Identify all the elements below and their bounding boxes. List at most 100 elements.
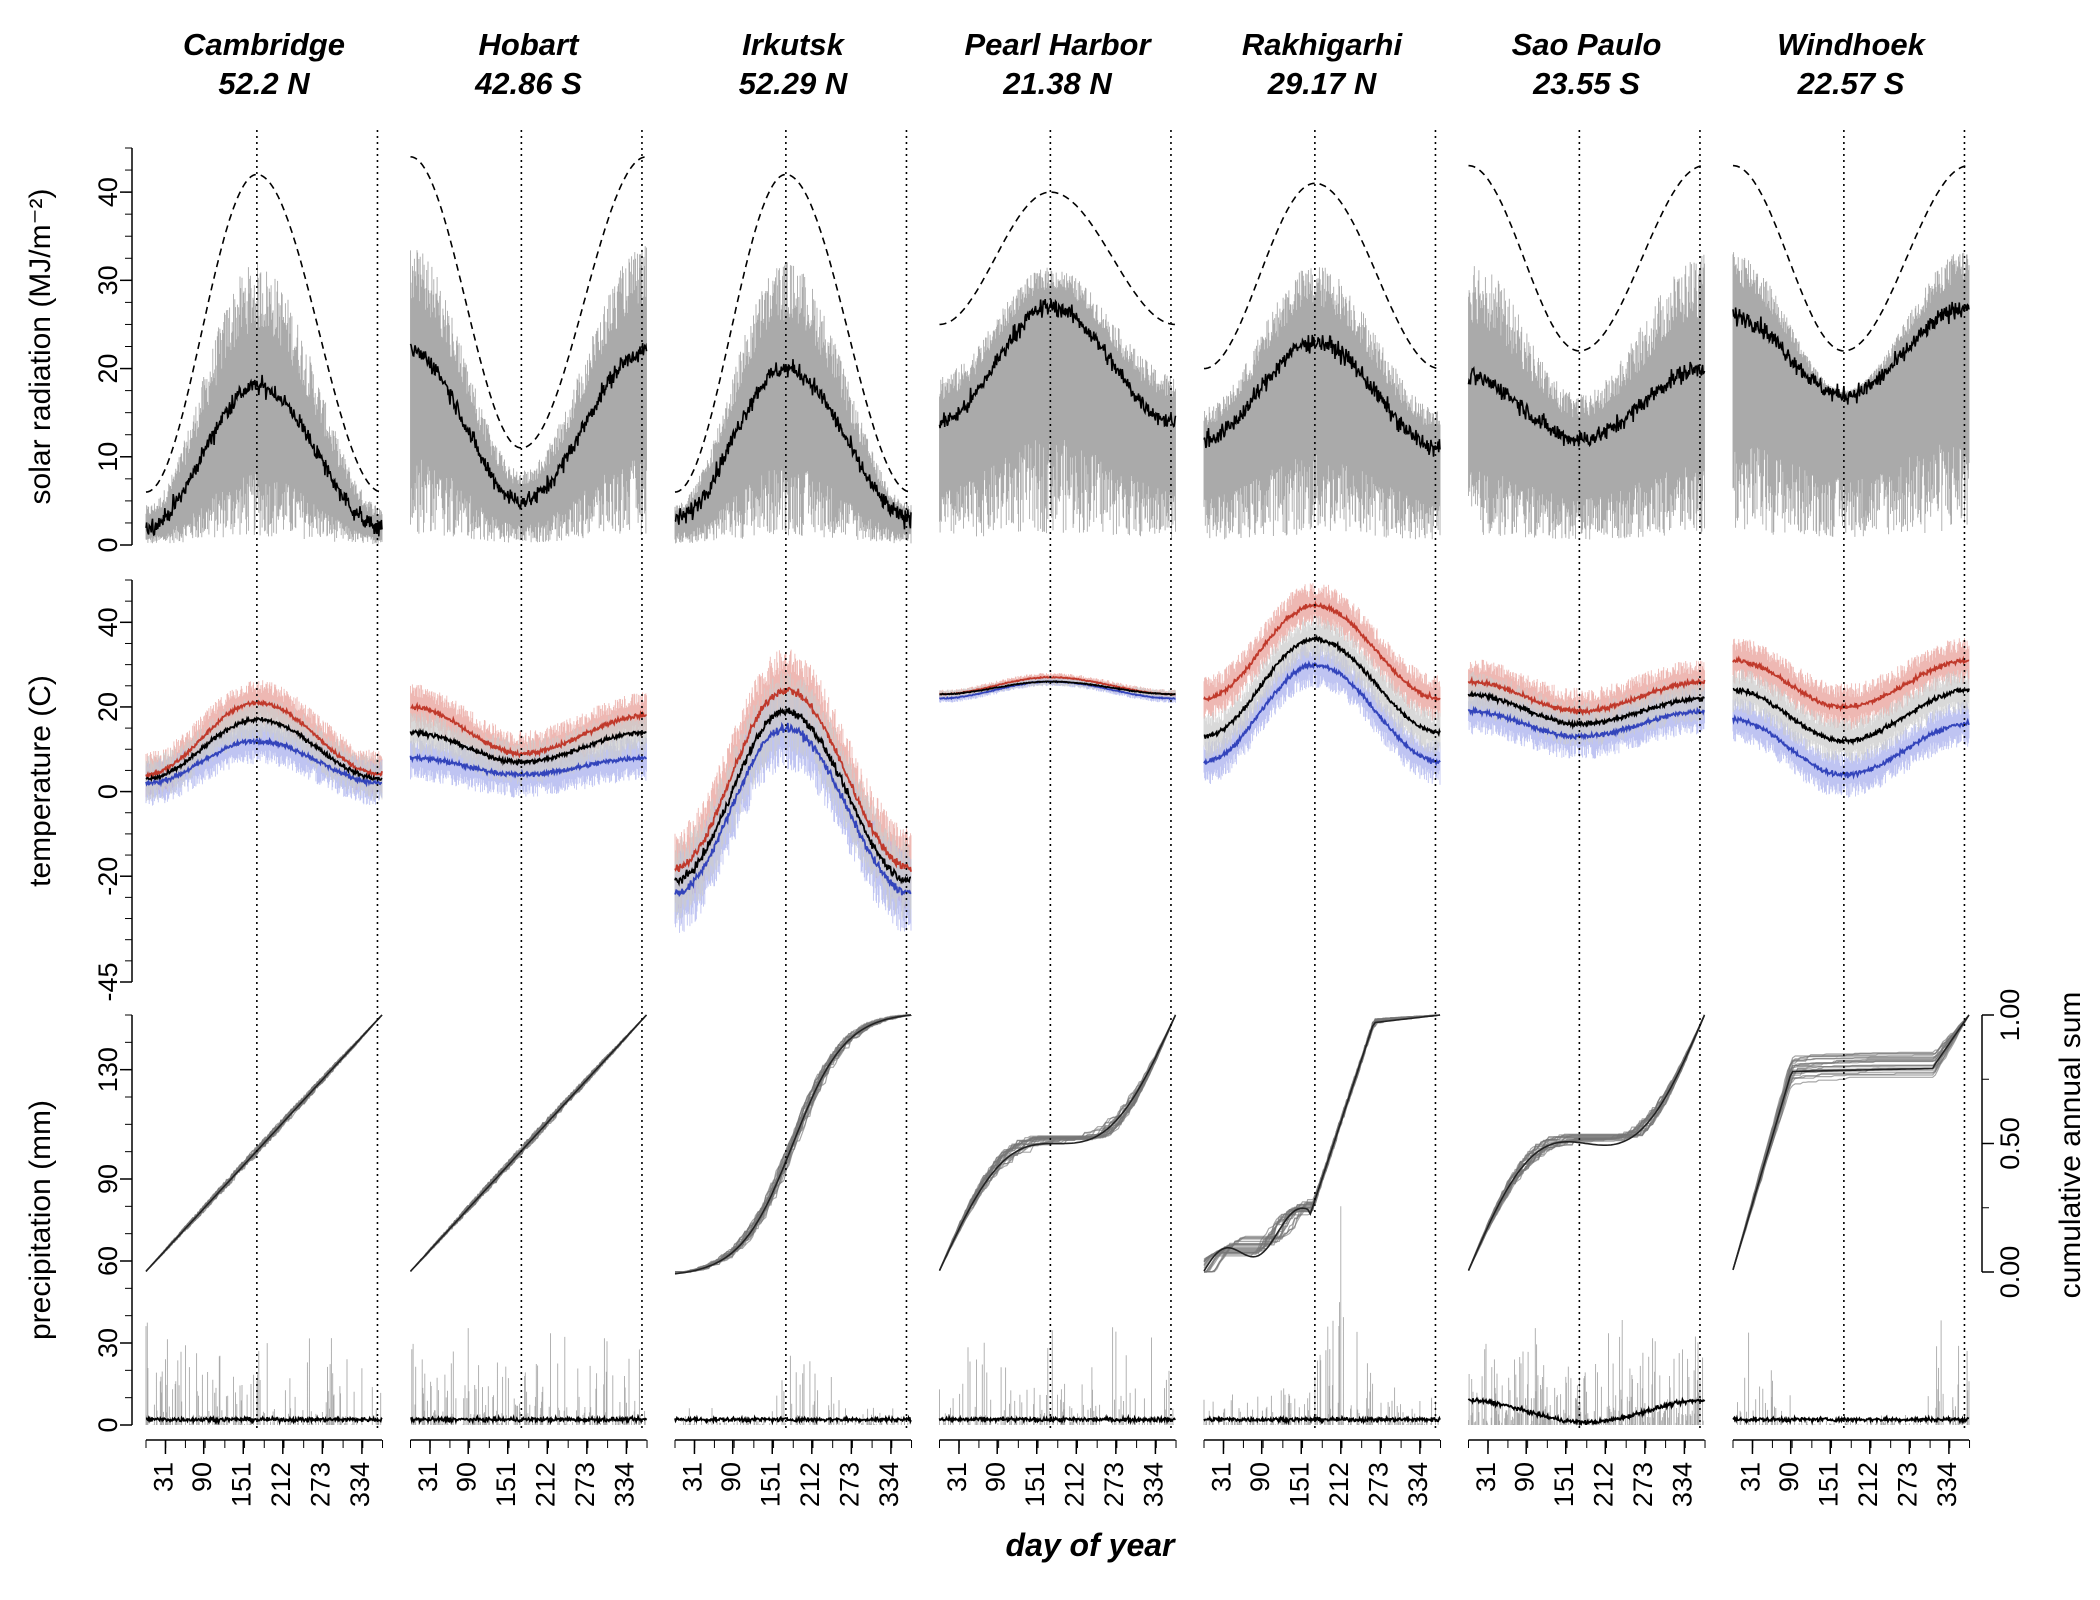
cumulative-year-line [1204, 1014, 1441, 1273]
x-tick-label: 273 [305, 1462, 335, 1507]
x-tick-label: 212 [1853, 1462, 1883, 1507]
cumulative-year-line [1203, 1014, 1441, 1273]
station-title: Irkutsk [742, 27, 845, 62]
tmax-line [674, 686, 912, 872]
cumulative-year-line [675, 1014, 911, 1273]
cumulative-mean-line [409, 1014, 648, 1272]
cumulative-mean-line [938, 1014, 1177, 1271]
cumulative-year-line [1203, 1014, 1441, 1271]
station-column: 31 90 151 212 273 334 [1467, 130, 1706, 1507]
precip-daily-bars [145, 1322, 382, 1425]
cumulative-mean-line [1203, 1014, 1441, 1272]
precip-daily-bars [1737, 1320, 1970, 1425]
station-column: 31 90 151 212 273 334 [409, 130, 648, 1507]
cumulative-mean-line [1467, 1014, 1706, 1271]
precip-mean-line [1203, 1414, 1441, 1426]
x-tick-label: 334 [1668, 1462, 1698, 1507]
cumulative-year-line [1203, 1014, 1441, 1273]
y-tick-label: 20 [93, 692, 123, 722]
cumulative-year-line [1467, 1014, 1706, 1271]
clear-sky-line [939, 191, 1175, 326]
solar-range-band [674, 262, 912, 544]
station-column: 31 90 151 212 273 334 [674, 130, 913, 1507]
cumulative-year-line [1203, 1014, 1441, 1263]
x-tick-label: 212 [530, 1462, 560, 1507]
cumulative-year-line [1732, 1014, 1970, 1271]
tmin-line [1732, 714, 1970, 780]
tmin-line [674, 721, 912, 898]
clear-sky-line [1732, 164, 1969, 352]
station-column: 31 90 151 212 273 334 [145, 130, 384, 1507]
x-tick-label: 31 [413, 1462, 443, 1492]
y-tick-label: 0 [93, 784, 123, 799]
tmean-line [1203, 634, 1441, 739]
y-axis-label: precipitation (mm) [24, 1100, 57, 1340]
x-tick-label: 334 [1139, 1462, 1169, 1507]
solar-range-band [410, 246, 647, 543]
x-tick-label: 90 [1245, 1462, 1275, 1492]
x-tick-label: 334 [874, 1462, 904, 1507]
panels: Cambridge 52.2 N Hobart 42.86 S Irkutsk 52.29… [24, 27, 2087, 1507]
cumulative-year-line [1203, 1014, 1441, 1273]
station-column: 31 90 151 212 273 334 [938, 130, 1177, 1507]
cumulative-mean-line [145, 1014, 383, 1272]
x-tick-label: 151 [226, 1462, 256, 1507]
x-tick-label: 151 [755, 1462, 785, 1507]
cumulative-year-line [1203, 1014, 1441, 1273]
station-latitude: 52.2 N [218, 66, 310, 101]
precip-daily-bars [1468, 1320, 1704, 1425]
y-right-tick-label: 0.50 [1995, 1117, 2025, 1170]
solar-range-band [1203, 267, 1441, 540]
solar-mean-line [938, 298, 1177, 429]
cumulative-year-line [1467, 1014, 1706, 1271]
x-tick-label: 212 [1324, 1462, 1354, 1507]
tmin-line [409, 753, 648, 779]
precip-mean-line [410, 1413, 648, 1426]
x-tick-label: 31 [942, 1462, 972, 1492]
cumulative-year-line [1467, 1014, 1706, 1271]
tmean-line [1732, 686, 1970, 746]
y-tick-label: 130 [93, 1047, 123, 1092]
cumulative-year-line [938, 1014, 1177, 1271]
tmean-line [939, 680, 1176, 696]
solar-mean-line [1467, 361, 1706, 448]
cumulative-year-line [1467, 1014, 1706, 1271]
x-tick-label: 212 [1588, 1462, 1618, 1507]
y-tick-label: 0 [93, 1417, 123, 1432]
x-tick-label: 90 [1774, 1462, 1804, 1492]
tmin-line [1467, 705, 1705, 741]
station-latitude: 23.55 S [1532, 66, 1640, 101]
x-tick-label: 90 [716, 1462, 746, 1492]
x-tick-label: 273 [1363, 1462, 1393, 1507]
y-tick-label: 10 [93, 442, 123, 472]
tmax-line [1203, 600, 1441, 703]
precip-mean-line [674, 1414, 912, 1426]
y-right-tick-label: 1.00 [1995, 989, 2025, 1042]
x-tick-label: 151 [1549, 1462, 1579, 1507]
x-tick-label: 212 [795, 1462, 825, 1507]
x-tick-label: 273 [834, 1462, 864, 1507]
tmin-line [145, 736, 383, 788]
station-latitude: 42.86 S [474, 66, 582, 101]
y-tick-label: 30 [93, 265, 123, 295]
y-tick-label: 20 [93, 354, 123, 384]
station-title: Rakhigarhi [1242, 27, 1404, 62]
precip-daily-bars [411, 1328, 646, 1425]
cumulative-year-line [938, 1014, 1177, 1271]
solar-range-band [1468, 254, 1705, 540]
y-axis-label: solar radiation (MJ/m⁻²) [24, 189, 57, 505]
y-tick-label: 60 [93, 1246, 123, 1276]
x-tick-label: 90 [451, 1462, 481, 1492]
station-title: Windhoek [1777, 27, 1927, 62]
cumulative-year-line [1203, 1014, 1441, 1261]
cumulative-year-line [1732, 1014, 1970, 1270]
solar-mean-line [674, 359, 912, 530]
clear-sky-line [410, 156, 647, 449]
tmean-line [1467, 690, 1705, 730]
x-tick-label: 151 [1020, 1462, 1050, 1507]
x-tick-label: 273 [1628, 1462, 1658, 1507]
x-tick-label: 151 [491, 1462, 521, 1507]
station-column: 31 90 151 212 273 334 [1732, 130, 1971, 1507]
x-tick-label: 90 [980, 1462, 1010, 1492]
x-tick-label: 334 [1403, 1462, 1433, 1507]
